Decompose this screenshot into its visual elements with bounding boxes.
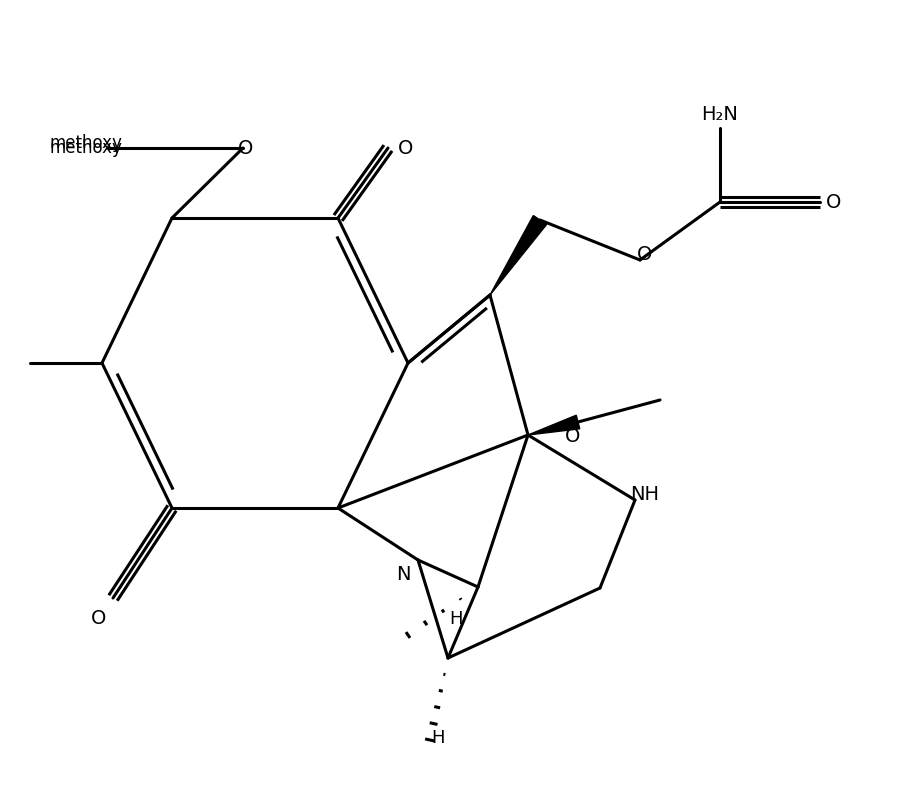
Text: H₂N: H₂N <box>701 105 738 123</box>
Text: O: O <box>637 245 652 265</box>
Text: N: N <box>395 565 410 585</box>
Text: O: O <box>825 193 841 211</box>
Text: H: H <box>431 729 444 747</box>
Text: methoxy: methoxy <box>50 139 122 157</box>
Text: O: O <box>91 608 107 627</box>
Polygon shape <box>528 415 579 435</box>
Text: NH: NH <box>630 486 659 505</box>
Text: O: O <box>564 428 580 446</box>
Polygon shape <box>490 215 546 295</box>
Text: O: O <box>398 138 414 157</box>
Text: O: O <box>238 138 254 157</box>
Text: H: H <box>448 610 462 628</box>
Text: methoxy: methoxy <box>50 134 122 152</box>
